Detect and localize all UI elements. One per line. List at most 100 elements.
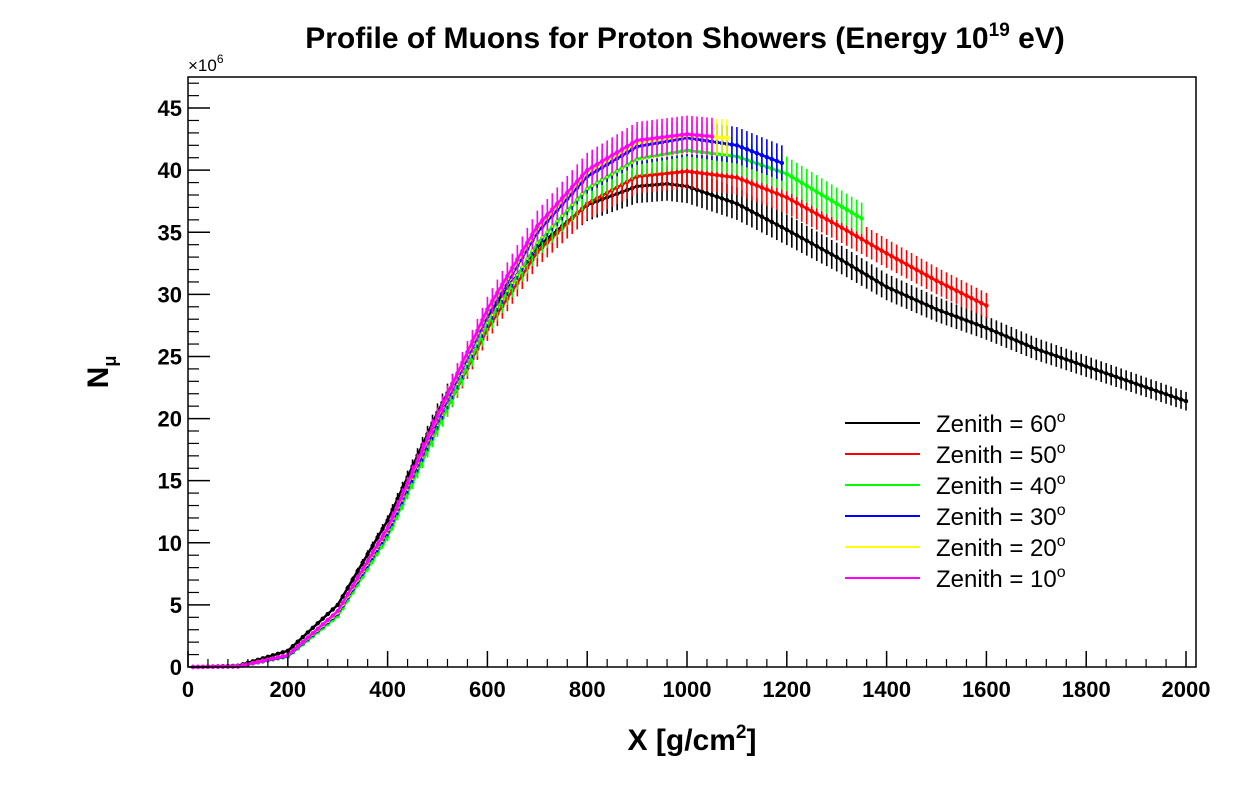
data-point bbox=[774, 222, 780, 227]
data-point bbox=[1034, 346, 1039, 352]
data-point bbox=[809, 208, 814, 214]
data-point bbox=[944, 310, 949, 316]
legend-entry: Zenith = 40o bbox=[845, 471, 1066, 500]
data-point bbox=[779, 193, 785, 198]
data-point bbox=[1103, 371, 1109, 376]
data-point bbox=[709, 172, 715, 177]
data-point bbox=[1153, 388, 1159, 393]
data-point bbox=[594, 161, 600, 167]
data-point bbox=[919, 270, 924, 275]
data-point bbox=[844, 207, 849, 212]
data-point bbox=[879, 281, 884, 287]
data-point bbox=[844, 228, 849, 233]
data-point bbox=[869, 242, 874, 248]
legend-label: Zenith = 10o bbox=[936, 564, 1066, 593]
data-point bbox=[859, 216, 864, 221]
data-point bbox=[619, 147, 625, 152]
data-point bbox=[784, 195, 790, 200]
data-point bbox=[260, 658, 266, 664]
data-point bbox=[410, 469, 415, 475]
data-point bbox=[1108, 372, 1114, 378]
data-point bbox=[355, 575, 360, 581]
data-point bbox=[310, 625, 315, 631]
data-point bbox=[385, 525, 390, 531]
y-tick-label: 45 bbox=[158, 96, 182, 121]
data-point bbox=[320, 616, 325, 621]
data-point bbox=[1138, 383, 1144, 388]
series-4-line bbox=[192, 136, 783, 669]
data-point bbox=[874, 245, 879, 250]
data-point bbox=[854, 234, 859, 239]
data-point bbox=[724, 198, 730, 203]
data-point bbox=[724, 174, 730, 179]
data-point bbox=[929, 304, 934, 310]
data-point bbox=[789, 174, 795, 180]
data-point bbox=[774, 158, 780, 164]
data-point bbox=[894, 256, 899, 262]
data-point bbox=[674, 170, 680, 175]
data-point bbox=[604, 156, 610, 161]
data-point bbox=[749, 148, 755, 154]
data-point bbox=[425, 436, 430, 441]
x-tick-label: 2000 bbox=[1162, 677, 1211, 702]
data-point bbox=[904, 293, 909, 299]
data-point bbox=[799, 235, 804, 241]
data-point bbox=[894, 289, 899, 294]
data-point bbox=[889, 286, 894, 292]
data-point bbox=[515, 257, 520, 262]
y-tick-label: 5 bbox=[170, 593, 182, 618]
data-point bbox=[989, 327, 994, 333]
data-point bbox=[839, 204, 844, 209]
data-point bbox=[694, 132, 700, 138]
data-point bbox=[639, 137, 645, 142]
data-point bbox=[819, 192, 824, 197]
data-point bbox=[280, 650, 286, 655]
data-point bbox=[1054, 353, 1059, 359]
data-point bbox=[914, 267, 919, 272]
series-layer bbox=[190, 115, 1189, 670]
data-point bbox=[300, 639, 305, 645]
data-point bbox=[1118, 376, 1124, 381]
data-point bbox=[380, 534, 385, 539]
series-2-error-bars bbox=[192, 154, 988, 667]
data-point bbox=[1084, 364, 1089, 369]
data-point bbox=[884, 251, 889, 256]
data-point bbox=[589, 164, 595, 170]
data-point bbox=[1123, 378, 1129, 383]
data-point bbox=[729, 174, 735, 180]
data-point bbox=[1014, 338, 1019, 343]
data-point bbox=[714, 172, 720, 178]
data-point bbox=[345, 585, 350, 591]
data-point bbox=[704, 191, 710, 196]
data-point bbox=[754, 150, 760, 156]
data-point bbox=[679, 132, 685, 137]
data-point bbox=[829, 198, 834, 203]
data-point bbox=[739, 204, 745, 209]
data-point bbox=[789, 198, 795, 203]
data-point bbox=[435, 413, 440, 419]
data-point bbox=[629, 141, 635, 146]
data-point bbox=[914, 298, 919, 303]
data-point bbox=[1173, 395, 1179, 400]
data-point bbox=[679, 169, 685, 175]
data-point bbox=[734, 143, 740, 148]
data-point bbox=[644, 136, 650, 142]
data-point bbox=[824, 249, 829, 254]
data-point bbox=[1098, 369, 1104, 374]
data-point bbox=[335, 602, 340, 608]
data-point bbox=[929, 275, 934, 281]
data-point bbox=[609, 153, 615, 158]
data-point bbox=[545, 212, 550, 218]
legend-label: Zenith = 40o bbox=[936, 471, 1066, 500]
data-point bbox=[659, 135, 665, 140]
legend-entry: Zenith = 50o bbox=[845, 440, 1066, 469]
series-4-error-bars bbox=[192, 119, 783, 667]
data-point bbox=[270, 656, 276, 661]
data-point bbox=[759, 185, 765, 190]
data-point bbox=[804, 206, 809, 211]
data-point bbox=[460, 360, 465, 365]
data-point bbox=[415, 458, 420, 464]
data-point bbox=[1064, 357, 1069, 362]
data-point bbox=[350, 583, 355, 589]
data-point bbox=[739, 177, 745, 182]
